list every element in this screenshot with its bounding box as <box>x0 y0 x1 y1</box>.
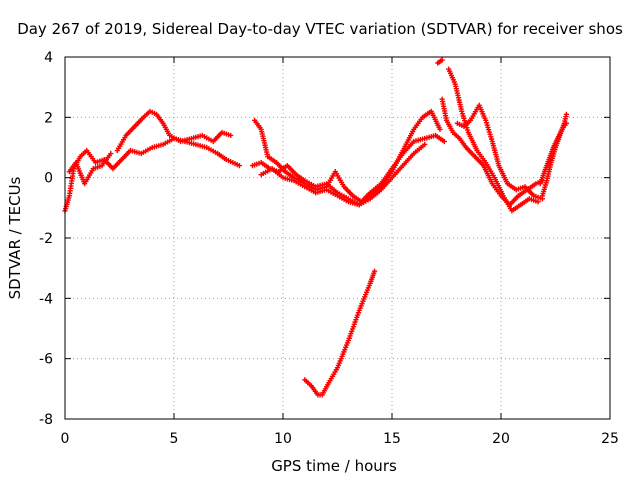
y-tick-label: -2 <box>39 231 53 247</box>
y-tick-label: 2 <box>44 110 53 126</box>
series-track-8 <box>435 57 445 66</box>
series-track-4 <box>252 117 447 205</box>
x-tick-label: 5 <box>170 431 179 447</box>
data-point <box>422 141 428 148</box>
y-tick-label: -8 <box>39 412 53 428</box>
data-point <box>563 111 569 117</box>
y-axis-label: SDTVAR / TECUs <box>6 176 24 299</box>
x-tick-label: 25 <box>601 431 619 447</box>
x-tick-label: 20 <box>492 431 510 447</box>
series-track-13 <box>539 111 569 199</box>
x-tick-label: 10 <box>274 431 292 447</box>
series-track-2 <box>66 150 114 187</box>
x-axis-label: GPS time / hours <box>271 457 397 475</box>
series-track-6 <box>258 141 428 208</box>
data-point <box>236 163 242 169</box>
axes: 0 5 10 15 20 25 -8 -6 -4 -2 0 2 4 <box>39 50 619 447</box>
data-point <box>439 57 445 63</box>
chart-title: Day 267 of 2019, Sidereal Day-to-day VTE… <box>17 20 623 38</box>
series-track-9 <box>439 96 546 208</box>
y-tick-label: -4 <box>39 291 53 307</box>
series-track-10 <box>446 66 541 214</box>
data-point <box>437 126 443 132</box>
y-tick-label: 4 <box>44 50 53 66</box>
y-tick-label: 0 <box>44 171 53 187</box>
data-point <box>441 138 447 145</box>
data-point <box>108 150 114 157</box>
y-tick-label: -6 <box>39 352 53 368</box>
data-point <box>535 199 541 205</box>
data-point <box>228 132 234 139</box>
grid <box>65 57 610 419</box>
x-tick-label: 0 <box>61 431 70 447</box>
series-track-1 <box>62 135 242 214</box>
x-tick-label: 15 <box>383 431 401 447</box>
series-track-7 <box>302 268 378 398</box>
series-track-5 <box>249 108 443 208</box>
data-layer <box>62 57 569 398</box>
data-point <box>371 268 378 274</box>
series-track-3 <box>114 108 234 154</box>
